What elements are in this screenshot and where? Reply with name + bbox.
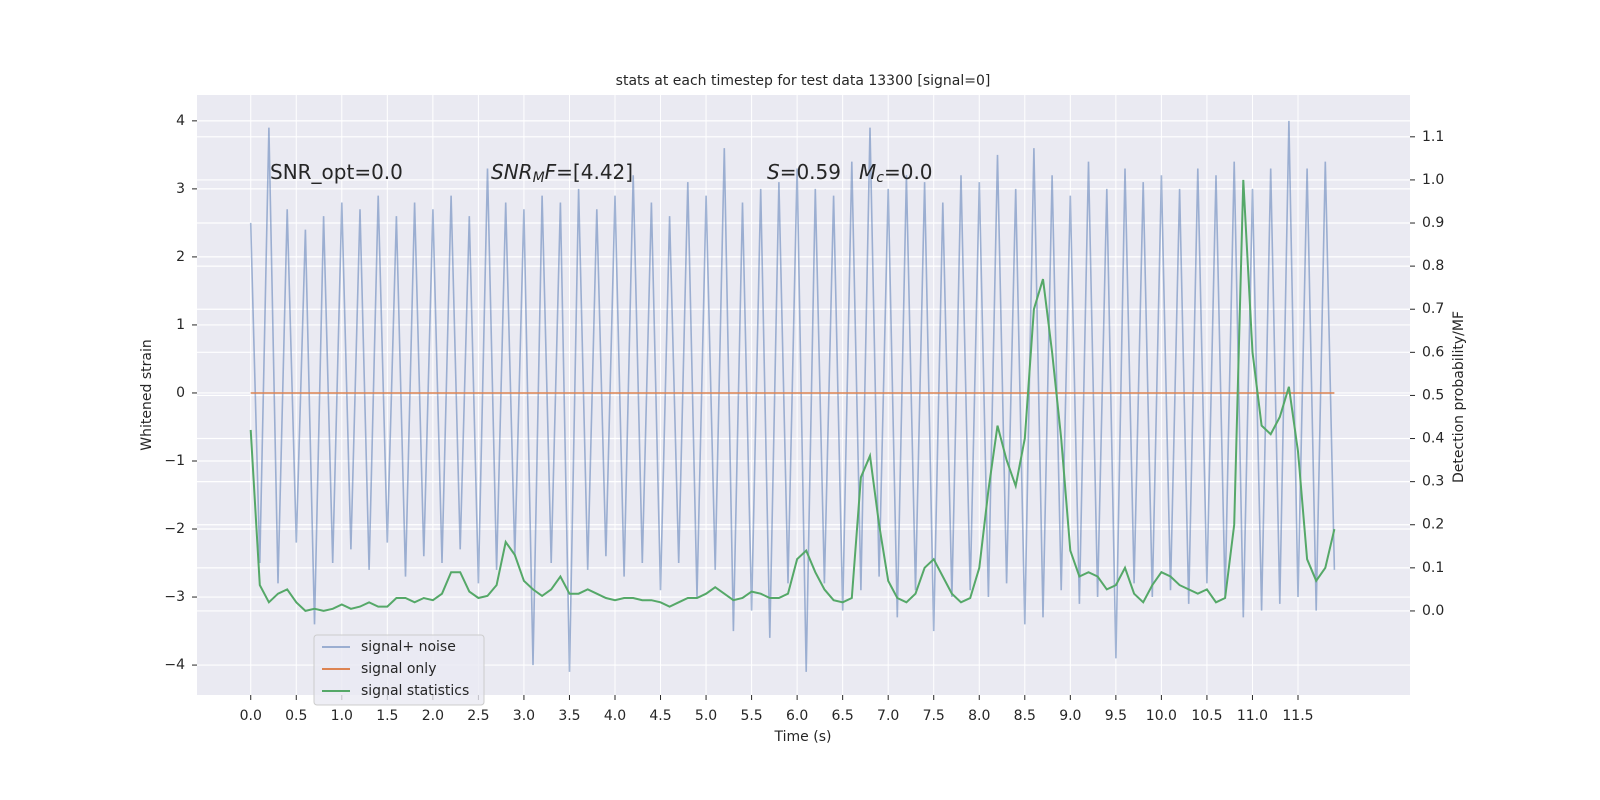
x-tick-label: 3.0 (513, 708, 535, 724)
x-tick-label: 11.5 (1282, 708, 1313, 724)
annotation-part: F (545, 160, 557, 184)
y2-tick-label: 0.1 (1422, 560, 1444, 576)
annotation-part: c (876, 170, 884, 186)
chart-title: stats at each timestep for test data 133… (616, 73, 991, 89)
y2-tick-label: 0.2 (1422, 517, 1444, 533)
x-tick-label: 5.0 (695, 708, 717, 724)
annotation-part: M (859, 160, 876, 184)
x-tick-label: 2.5 (467, 708, 489, 724)
x-axis-label: Time (s) (774, 729, 832, 745)
annotation-part: M (533, 170, 545, 186)
x-tick-label: 2.0 (422, 708, 444, 724)
annotation: S=0.59 (767, 160, 841, 184)
y-tick-label: 2 (176, 249, 185, 265)
y2-tick-label: 0.9 (1422, 215, 1444, 231)
y-tick-label: −3 (164, 589, 185, 605)
x-tick-label: 0.0 (240, 708, 262, 724)
annotation-part: SNR (491, 160, 533, 184)
legend-label: signal statistics (361, 683, 469, 699)
x-tick-label: 10.5 (1191, 708, 1222, 724)
y2-tick-label: 1.1 (1422, 129, 1444, 145)
x-tick-label: 8.0 (968, 708, 990, 724)
x-tick-label: 10.0 (1146, 708, 1177, 724)
x-tick-label: 9.0 (1059, 708, 1081, 724)
x-tick-label: 4.5 (649, 708, 671, 724)
x-tick-label: 6.5 (832, 708, 854, 724)
annotation: Mc=0.0 (859, 160, 933, 187)
y-tick-label: 0 (176, 385, 185, 401)
annotation-part: S (767, 160, 780, 184)
annotation-part: =0.59 (780, 160, 841, 184)
x-tick-label: 5.5 (740, 708, 762, 724)
y-tick-label: 1 (176, 317, 185, 333)
x-tick-label: 1.5 (376, 708, 398, 724)
legend-label: signal+ noise (361, 639, 456, 655)
y-tick-label: −2 (164, 521, 185, 537)
series-line (249, 179, 1336, 612)
x-tick-label: 9.5 (1105, 708, 1127, 724)
annotation-part: =[4.42] (556, 160, 633, 184)
series-line (249, 120, 1336, 672)
y2-tick-label: 0.8 (1422, 258, 1444, 274)
y2-axis-label: Detection probability/MF (1451, 311, 1467, 483)
legend: signal+ noise signal only signal statistic… (313, 634, 485, 706)
annotation: SNR_opt=0.0 (270, 160, 403, 184)
x-tick-label: 8.5 (1014, 708, 1036, 724)
y2-tick-label: 0.3 (1422, 474, 1444, 490)
y-axis-label: Whitened strain (139, 339, 155, 450)
y2-tick-label: 0.4 (1422, 431, 1444, 447)
x-tick-label: 11.0 (1237, 708, 1268, 724)
annotation: SNRMF=[4.42] (491, 160, 633, 187)
y2-tick-label: 0.7 (1422, 301, 1444, 317)
legend-label: signal only (361, 661, 436, 677)
annotation-part: =0.0 (884, 160, 933, 184)
annotation-part: SNR_opt=0.0 (270, 160, 403, 184)
x-tick-label: 7.5 (923, 708, 945, 724)
x-tick-label: 0.5 (285, 708, 307, 724)
legend-box (313, 634, 485, 706)
x-tick-label: 3.5 (558, 708, 580, 724)
x-tick-label: 6.0 (786, 708, 808, 724)
y-tick-label: −1 (164, 453, 185, 469)
y-tick-label: −4 (164, 657, 185, 673)
y2-tick-label: 0.5 (1422, 387, 1444, 403)
x-tick-label: 4.0 (604, 708, 626, 724)
y-tick-label: 3 (176, 181, 185, 197)
x-tick-label: 1.0 (331, 708, 353, 724)
y-tick-label: 4 (176, 113, 185, 129)
y2-tick-label: 1.0 (1422, 172, 1444, 188)
y2-tick-label: 0.6 (1422, 344, 1444, 360)
y2-tick-label: 0.0 (1422, 603, 1444, 619)
x-tick-label: 7.0 (877, 708, 899, 724)
